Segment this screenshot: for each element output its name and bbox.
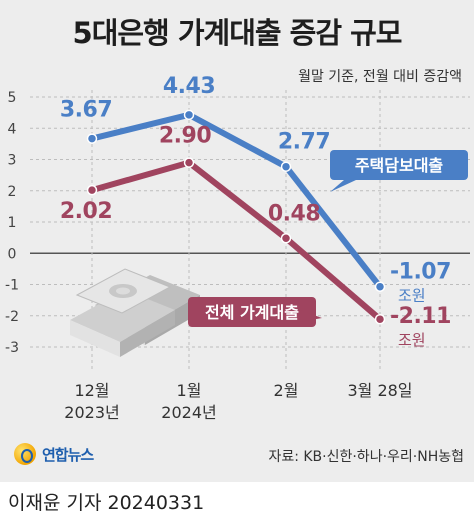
- x-tick-label: 12월 2023년: [64, 380, 119, 424]
- y-tick-label: 4: [8, 121, 17, 137]
- data-point: [280, 233, 292, 244]
- y-tick-label: 0: [8, 246, 17, 262]
- y-tick-label: 1: [8, 215, 17, 231]
- unit-label: 조원: [398, 287, 426, 305]
- logo-text: 연합뉴스: [42, 445, 94, 464]
- y-tick-label: 2: [8, 184, 17, 200]
- money-stack-icon: [70, 268, 200, 357]
- data-point: [280, 161, 292, 172]
- yonhap-logo-icon: [14, 443, 36, 465]
- data-label: 2.90: [159, 124, 211, 149]
- data-point: [86, 133, 98, 144]
- chart-title: 5대은행 가계대출 증감 규모: [72, 16, 403, 50]
- series-line: [89, 111, 383, 290]
- x-tick-label: 3월 28일: [347, 380, 412, 402]
- source-text: 자료: KB·신한·하나·우리·NH농협: [268, 449, 464, 465]
- unit-label: 조원: [398, 331, 426, 349]
- x-tick-line1: 1월: [176, 381, 202, 400]
- data-label: -1.07: [390, 260, 451, 285]
- y-tick-label: 3: [8, 153, 17, 169]
- axis-layer: 5 4 3 2 1 0 -1 -2 -3: [5, 90, 19, 356]
- data-point: [183, 157, 195, 168]
- x-tick-label: 2월: [274, 380, 299, 402]
- data-point: [374, 313, 386, 325]
- x-tick-line2: 2023년: [64, 403, 120, 422]
- data-label: 0.48: [268, 201, 320, 226]
- chart-subtitle: 월말 기준, 전월 대비 증감액: [298, 69, 462, 85]
- data-label: 2.02: [60, 199, 112, 224]
- legend-pointer: [300, 310, 322, 322]
- x-tick-line1: 2월: [273, 381, 299, 400]
- y-tick-label: 5: [8, 90, 17, 106]
- legend-pointer: [330, 180, 356, 192]
- data-label: 4.43: [163, 74, 215, 99]
- data-point: [183, 109, 195, 121]
- y-tick-label: -3: [5, 340, 19, 356]
- infographic-card: 5대은행 가계대출 증감 규모 월말 기준, 전월 대비 증감액 5 4 3 2 1 0 -…: [0, 0, 474, 482]
- legend-box: [330, 150, 468, 180]
- legend-box: [188, 297, 316, 327]
- line-chart: 5 4 3 2 1 0 -1 -2 -3 3.67 4.43 2.77 -1.07 조원 2.02 2.90…: [5, 74, 470, 372]
- legend-label: 전체 가계대출: [205, 303, 299, 322]
- reporter-credit: 이재윤 기자 20240331: [8, 492, 205, 514]
- x-tick-line1: 12월: [74, 381, 110, 400]
- y-tick-label: -2: [5, 309, 19, 325]
- data-label: 2.77: [278, 130, 330, 155]
- yonhap-logo: 연합뉴스: [14, 443, 94, 465]
- series-line: [89, 159, 383, 323]
- data-label: 3.67: [60, 98, 112, 123]
- x-tick-line1: 3월 28일: [347, 381, 413, 400]
- data-point: [374, 281, 386, 292]
- data-point: [86, 184, 98, 196]
- x-tick-label: 1월 2024년: [161, 380, 216, 424]
- legend-label: 주택담보대출: [355, 156, 444, 175]
- data-label: -2.11: [390, 304, 451, 329]
- x-tick-line2: 2024년: [161, 403, 217, 422]
- y-tick-label: -1: [5, 278, 19, 294]
